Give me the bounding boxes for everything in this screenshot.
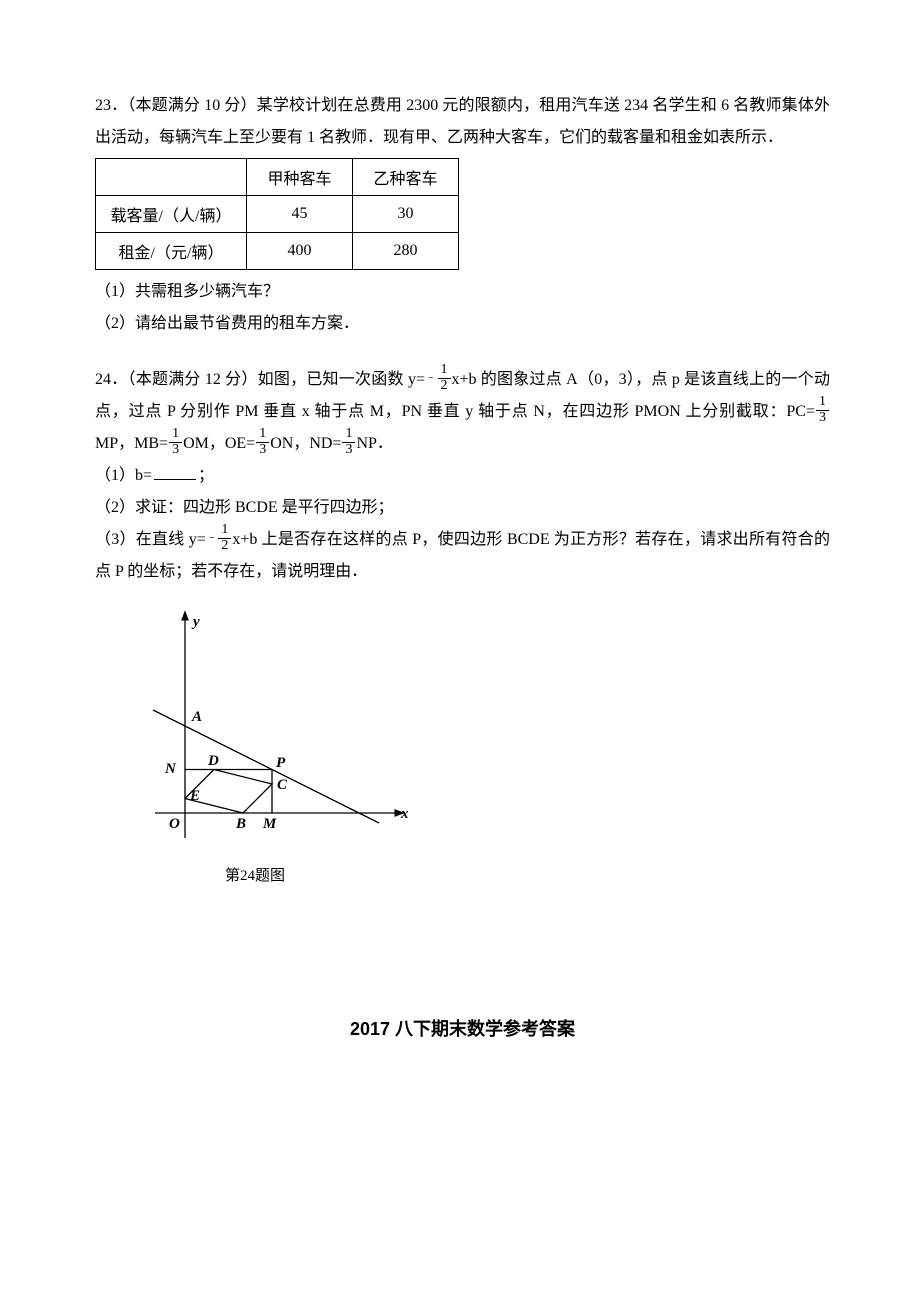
point-c-label: C [277,777,288,793]
table-row: 甲种客车 乙种客车 [96,159,459,196]
point-e-label: E [189,788,200,804]
table-cell: 载客量/（人/辆） [96,196,247,233]
fraction-third: 13 [342,427,355,457]
figure-caption: 第24题图 [225,864,830,885]
spacer [95,340,830,364]
table-cell: 45 [247,196,353,233]
q24-text: MP，MB= [95,435,168,452]
table-cell: 400 [247,233,353,270]
q23-sub1: （1）共需租多少辆汽车？ [95,276,830,308]
origin-label: O [169,816,180,832]
point-m-label: M [262,816,277,832]
table-cell [96,159,247,196]
fraction-half: 12 [438,363,451,393]
point-p-label: P [276,755,286,771]
q24-text: （本题满分 12 分）如图，已知一次函数 y= [127,371,425,388]
coordinate-diagram: x y O A N D P C E B M [135,608,415,853]
point-a-label: A [191,709,202,725]
q24-number: 24． [95,371,127,388]
answer-blank [154,463,196,480]
q24-intro: 24．（本题满分 12 分）如图，已知一次函数 y=﹣12x+b 的图象过点 A… [95,364,830,460]
q23-intro: 23．（本题满分 10 分）某学校计划在总费用 2300 元的限额内，租用汽车送… [95,90,830,154]
neg-sign: ﹣ [206,531,218,543]
q23-table: 甲种客车 乙种客车 载客量/（人/辆） 45 30 租金/（元/辆） 400 2… [95,158,459,270]
table-cell: 租金/（元/辆） [96,233,247,270]
table-row: 载客量/（人/辆） 45 30 [96,196,459,233]
q23-intro-text: （本题满分 10 分）某学校计划在总费用 2300 元的限额内，租用汽车送 23… [95,97,830,146]
q24-sub1-b: ； [198,467,214,484]
fraction-third: 13 [816,395,829,425]
document-page: 23．（本题满分 10 分）某学校计划在总费用 2300 元的限额内，租用汽车送… [0,0,920,1091]
point-b-label: B [235,816,246,832]
q24-figure: x y O A N D P C E B M 第24题图 [135,608,830,885]
table-cell: 280 [353,233,459,270]
q23-sub2: （2）请给出最节省费用的租车方案． [95,308,830,340]
neg-sign: ﹣ [425,371,436,383]
table-cell: 甲种客车 [247,159,353,196]
q24-sub2: （2）求证：四边形 BCDE 是平行四边形； [95,492,830,524]
table-row: 租金/（元/辆） 400 280 [96,233,459,270]
q23-number: 23． [95,97,127,114]
answers-title: 2017 八下期末数学参考答案 [95,1015,830,1041]
q24-sub1-a: （1）b= [95,467,152,484]
q24-text: ON，ND= [270,435,341,452]
q24-sub3: （3）在直线 y=﹣12x+b 上是否存在这样的点 P，使四边形 BCDE 为正… [95,524,830,588]
fraction-third: 13 [256,427,269,457]
q24-text: NP． [356,435,392,452]
x-axis-label: x [400,806,409,822]
table-cell: 30 [353,196,459,233]
q24-text: OM，OE= [183,435,255,452]
y-axis-label: y [191,614,200,630]
fraction-half: 12 [218,523,231,553]
fraction-third: 13 [169,427,182,457]
point-d-label: D [207,753,219,769]
q24-sub1: （1）b= ； [95,460,830,492]
q24-sub3-a: （3）在直线 y= [95,531,206,548]
table-cell: 乙种客车 [353,159,459,196]
point-n-label: N [164,761,177,777]
function-line [153,710,379,823]
